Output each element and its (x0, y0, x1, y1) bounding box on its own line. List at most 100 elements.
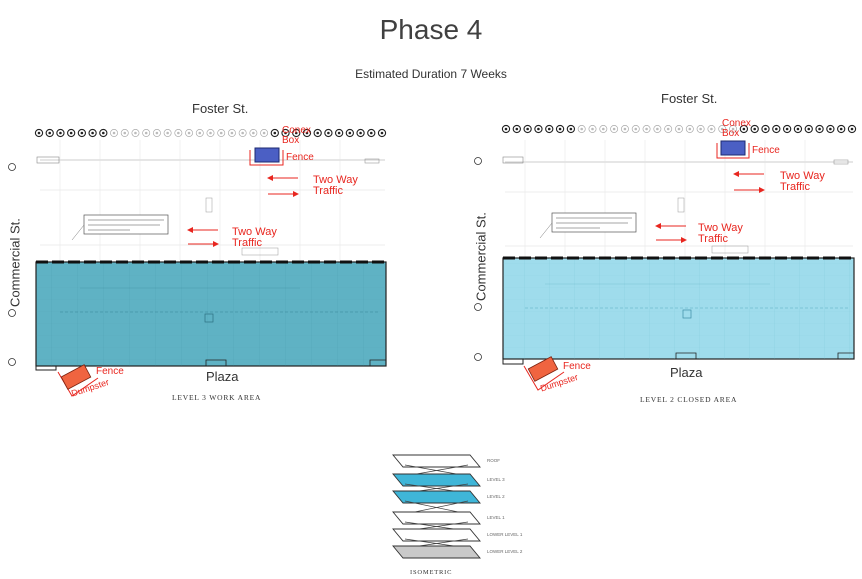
right-conex-label: Conex Box (722, 118, 751, 139)
isometric-stack (392, 454, 481, 559)
grid-bubble-dot (775, 127, 778, 131)
right-fence-top-label: Fence (752, 145, 780, 156)
grid-bubble-dot (623, 127, 627, 131)
grid-bubble-dot (155, 131, 159, 135)
grid-bubble-dot (829, 127, 832, 131)
grid-bubble-dot (580, 127, 583, 131)
grid-bubble-dot (305, 131, 309, 135)
grid-bubble-dot (230, 131, 234, 135)
left-conex-label: Conex Box (282, 125, 311, 146)
grid-bubble-dot (209, 131, 212, 135)
left-plan-linework (8, 128, 387, 397)
grid-bubble-dot (656, 127, 659, 131)
grid-bubble-dot (839, 127, 843, 131)
grid-bubble-dot (785, 127, 789, 131)
grid-bubble-dot (612, 127, 616, 131)
right-plan-linework (474, 124, 857, 391)
grid-bubble-dot (796, 127, 800, 131)
isometric-level-slab (392, 545, 481, 559)
grid-bubble-dot (294, 131, 298, 135)
grid-bubble-dot (219, 131, 223, 135)
grid-bubble-dot (37, 131, 41, 135)
duration-subtitle: Estimated Duration 7 Weeks (355, 67, 507, 81)
right-street-top: Foster St. (661, 91, 718, 106)
grid-bubble-dot (699, 127, 702, 131)
page-title: Phase 4 (379, 14, 483, 45)
grid-bubble-dot (558, 127, 562, 131)
isometric-level-slab (392, 528, 481, 542)
grid-bubble-dot (677, 127, 681, 131)
grid-bubble-dot (591, 127, 594, 131)
isometric-level-label: ROOF (487, 458, 500, 463)
left-fence-bottom-label: Fence (96, 366, 124, 377)
grid-bubble-dot (327, 131, 330, 135)
grid-bubble-dot (112, 131, 116, 135)
right-fence-bottom-label: Fence (563, 361, 591, 372)
grid-bubble-dot (526, 127, 529, 131)
grid-bubble-dot (273, 131, 277, 135)
grid-bubble-dot (337, 131, 341, 135)
left-plaza-label: Plaza (206, 369, 239, 384)
isometric-level-label: LOWER LEVEL 1 (487, 532, 523, 537)
grid-bubble-dot (742, 127, 746, 131)
right-plan-caption: LEVEL 2 CLOSED AREA (640, 395, 738, 404)
grid-bubble-dot (666, 127, 670, 131)
grid-bubble-dot (807, 127, 811, 131)
grid-bubble-dot (359, 131, 362, 135)
grid-bubble-dot (348, 131, 352, 135)
grid-bubble-dot (710, 127, 713, 131)
grid-bubble-dot (634, 127, 638, 131)
left-fence-top-label: Fence (286, 152, 314, 163)
grid-bubble-dot (380, 131, 384, 135)
grid-bubble-dot (537, 127, 540, 131)
grid-bubble-dot (515, 127, 519, 131)
right-column-grid-bubbles (501, 124, 857, 134)
grid-bubble-dot (569, 127, 573, 131)
grid-bubble-dot (369, 131, 373, 135)
left-column-grid-bubbles (34, 128, 387, 138)
grid-bubble-dot (504, 127, 508, 131)
isometric-level-slab (392, 454, 481, 468)
isometric-level-slab (392, 473, 481, 487)
right-traffic-upper-label: Two Way Traffic (780, 170, 825, 193)
grid-bubble-dot (731, 127, 735, 131)
grid-bubble-dot (284, 131, 287, 135)
grid-bubble-dot (753, 127, 756, 131)
left-traffic-lower-label: Two Way Traffic (232, 226, 277, 249)
grid-bubble-dot (134, 131, 137, 135)
grid-bubble-dot (48, 131, 52, 135)
grid-bubble-dot (123, 131, 127, 135)
grid-bubble-dot (241, 131, 244, 135)
grid-bubble-dot (91, 131, 94, 135)
left-traffic-upper-label: Two Way Traffic (313, 174, 358, 197)
grid-bubble-dot (80, 131, 84, 135)
right-street-side: Commercial St. (473, 212, 489, 301)
right-traffic-lower-label: Two Way Traffic (698, 222, 743, 245)
grid-bubble-dot (166, 131, 169, 135)
grid-bubble-dot (69, 131, 73, 135)
isometric-level-label: LOWER LEVEL 2 (487, 549, 523, 554)
right-plaza-label: Plaza (670, 365, 703, 380)
left-plan-caption: LEVEL 3 WORK AREA (172, 393, 262, 402)
grid-bubble-dot (262, 131, 266, 135)
grid-bubble-dot (850, 127, 854, 131)
isometric-level-slab (392, 511, 481, 525)
left-street-top: Foster St. (192, 101, 249, 116)
grid-bubble-dot (144, 131, 148, 135)
grid-bubble-dot (645, 127, 648, 131)
grid-bubble-dot (720, 127, 724, 131)
grid-bubble-dot (177, 131, 180, 135)
grid-bubble-dot (316, 131, 319, 135)
isometric-level-label: LEVEL 2 (487, 494, 505, 499)
grid-bubble-dot (688, 127, 692, 131)
grid-bubble-dot (102, 131, 105, 135)
isometric-level-slab (392, 490, 481, 504)
grid-bubble-dot (187, 131, 191, 135)
grid-bubble-dot (547, 127, 551, 131)
left-street-side: Commercial St. (7, 218, 23, 307)
isometric-level-label: LEVEL 3 (487, 477, 505, 482)
isometric-caption: ISOMETRIC (410, 569, 453, 576)
isometric-level-label: LEVEL 1 (487, 515, 505, 520)
grid-bubble-dot (198, 131, 202, 135)
